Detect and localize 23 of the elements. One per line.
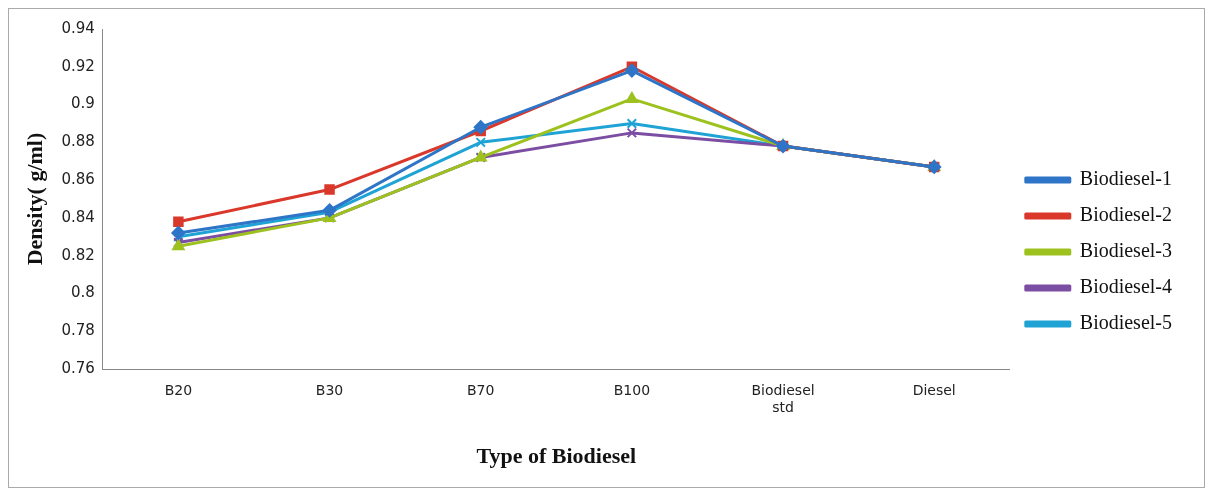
x-tick-label: B100 xyxy=(613,382,651,399)
y-axis-title: Density( g/ml) xyxy=(21,132,47,266)
x-tick-label: B20 xyxy=(164,382,193,399)
y-tick-label: 0.9 xyxy=(70,94,95,113)
legend-label: Biodiesel-5 xyxy=(1079,311,1173,334)
y-tick-label: 0.92 xyxy=(61,56,95,75)
legend-label: Biodiesel-3 xyxy=(1079,239,1173,262)
y-tick-label: 0.84 xyxy=(61,207,95,226)
y-tick-label: 0.94 xyxy=(61,18,95,37)
x-tick-label: Diesel xyxy=(912,382,956,399)
y-tick-label: 0.76 xyxy=(61,358,95,377)
y-tick-label: 0.82 xyxy=(61,245,95,264)
y-tick-label: 0.86 xyxy=(61,170,95,188)
legend-label: Biodiesel-1 xyxy=(1079,167,1173,190)
x-tick-label: B70 xyxy=(467,382,495,399)
y-tick-label: 0.78 xyxy=(61,321,95,340)
legend-label: Biodiesel-2 xyxy=(1079,203,1173,226)
x-axis-title: Type of Biodiesel xyxy=(476,443,637,469)
y-tick-label: 0.8 xyxy=(70,283,95,302)
legend-label: Biodiesel-4 xyxy=(1079,275,1173,298)
x-tick-label: Biodiesel std xyxy=(751,382,815,415)
y-tick-label: 0.88 xyxy=(61,132,95,151)
x-tick-label: B30 xyxy=(315,382,344,399)
